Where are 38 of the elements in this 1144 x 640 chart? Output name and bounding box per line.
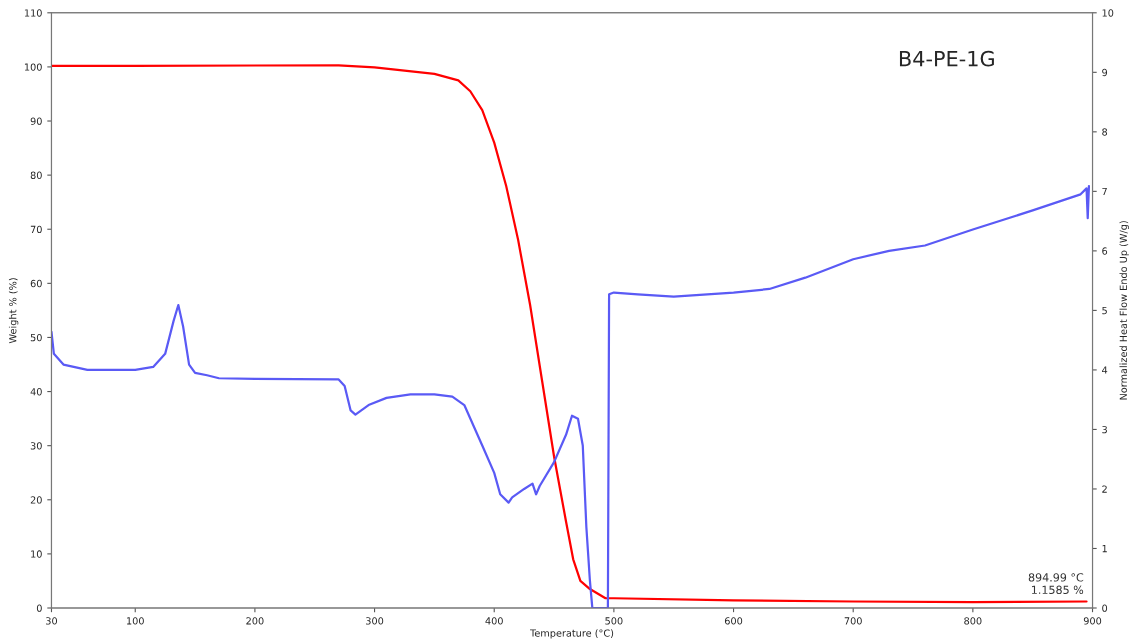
y-tick-label: 60 — [30, 279, 42, 288]
y2-tick-label: 6 — [1102, 247, 1108, 255]
y2-tick-label: 9 — [1102, 68, 1108, 77]
y-axis-title: Weight % (%) — [8, 278, 19, 344]
x-tick-label: 200 — [246, 617, 264, 625]
y2-tick-label: 8 — [1102, 128, 1108, 136]
x-tick-label: 900 — [1083, 617, 1102, 625]
y-tick-label: 110 — [24, 9, 42, 17]
x-tick-label: 500 — [605, 617, 623, 625]
y2-axis-title: Normalized Heat Flow Endo Up (W/g) — [1119, 221, 1129, 400]
y2-tick-label: 7 — [1102, 187, 1107, 196]
y2-tick-label: 10 — [1102, 9, 1114, 17]
y-tick-label: 40 — [30, 388, 42, 396]
x-tick-label: 700 — [844, 617, 862, 625]
y-tick-label: 20 — [30, 496, 42, 504]
x-tick-label: 300 — [366, 617, 384, 625]
y2-tick-label: 1 — [1102, 545, 1107, 553]
x-tick-label: 400 — [485, 617, 503, 625]
y-tick-label: 30 — [30, 442, 42, 450]
y-tick-label: 100 — [24, 63, 42, 71]
annotation: B4-PE-1G — [899, 50, 994, 67]
x-tick-label: 600 — [724, 617, 743, 625]
x-axis-title: Temperature (°C) — [530, 629, 614, 639]
annotation: 894.99 °C 1.1585 % — [1028, 573, 1084, 595]
y-tick-label: 80 — [30, 171, 42, 179]
y2-tick-label: 4 — [1102, 366, 1108, 374]
y-tick-label: 70 — [30, 225, 42, 234]
x-tick-label: 800 — [964, 617, 982, 625]
x-tick-label: 30 — [46, 617, 58, 625]
y2-tick-label: 5 — [1102, 307, 1107, 315]
x-tick-label: 100 — [127, 617, 144, 625]
y-tick-label: 0 — [36, 604, 42, 612]
y2-tick-label: 3 — [1102, 425, 1107, 434]
y2-tick-label: 0 — [1102, 604, 1108, 612]
y-tick-label: 90 — [30, 117, 42, 125]
y2-tick-label: 2 — [1102, 485, 1107, 493]
y-tick-label: 50 — [30, 333, 42, 342]
y-tick-label: 10 — [31, 550, 42, 558]
